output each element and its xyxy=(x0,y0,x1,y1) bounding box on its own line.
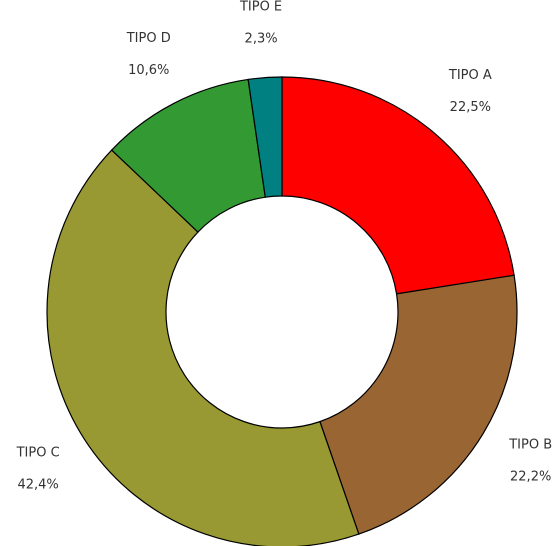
slice-label: TIPO A xyxy=(448,68,492,83)
value-label: 2,3% xyxy=(245,31,278,46)
value-label: 42,4% xyxy=(17,477,58,492)
value-label: 22,2% xyxy=(510,470,551,485)
value-label: 22,5% xyxy=(450,100,491,115)
value-label: 10,6% xyxy=(128,63,169,78)
donut-slice xyxy=(247,76,283,198)
slice-label: TIPO E xyxy=(239,0,282,14)
slice-label: TIPO D xyxy=(126,31,171,46)
donut-slice xyxy=(281,76,515,295)
slice-label: TIPO B xyxy=(508,438,552,453)
slice-label: TIPO C xyxy=(16,445,60,460)
donut-slice xyxy=(46,149,360,546)
donut-slice xyxy=(319,274,518,535)
